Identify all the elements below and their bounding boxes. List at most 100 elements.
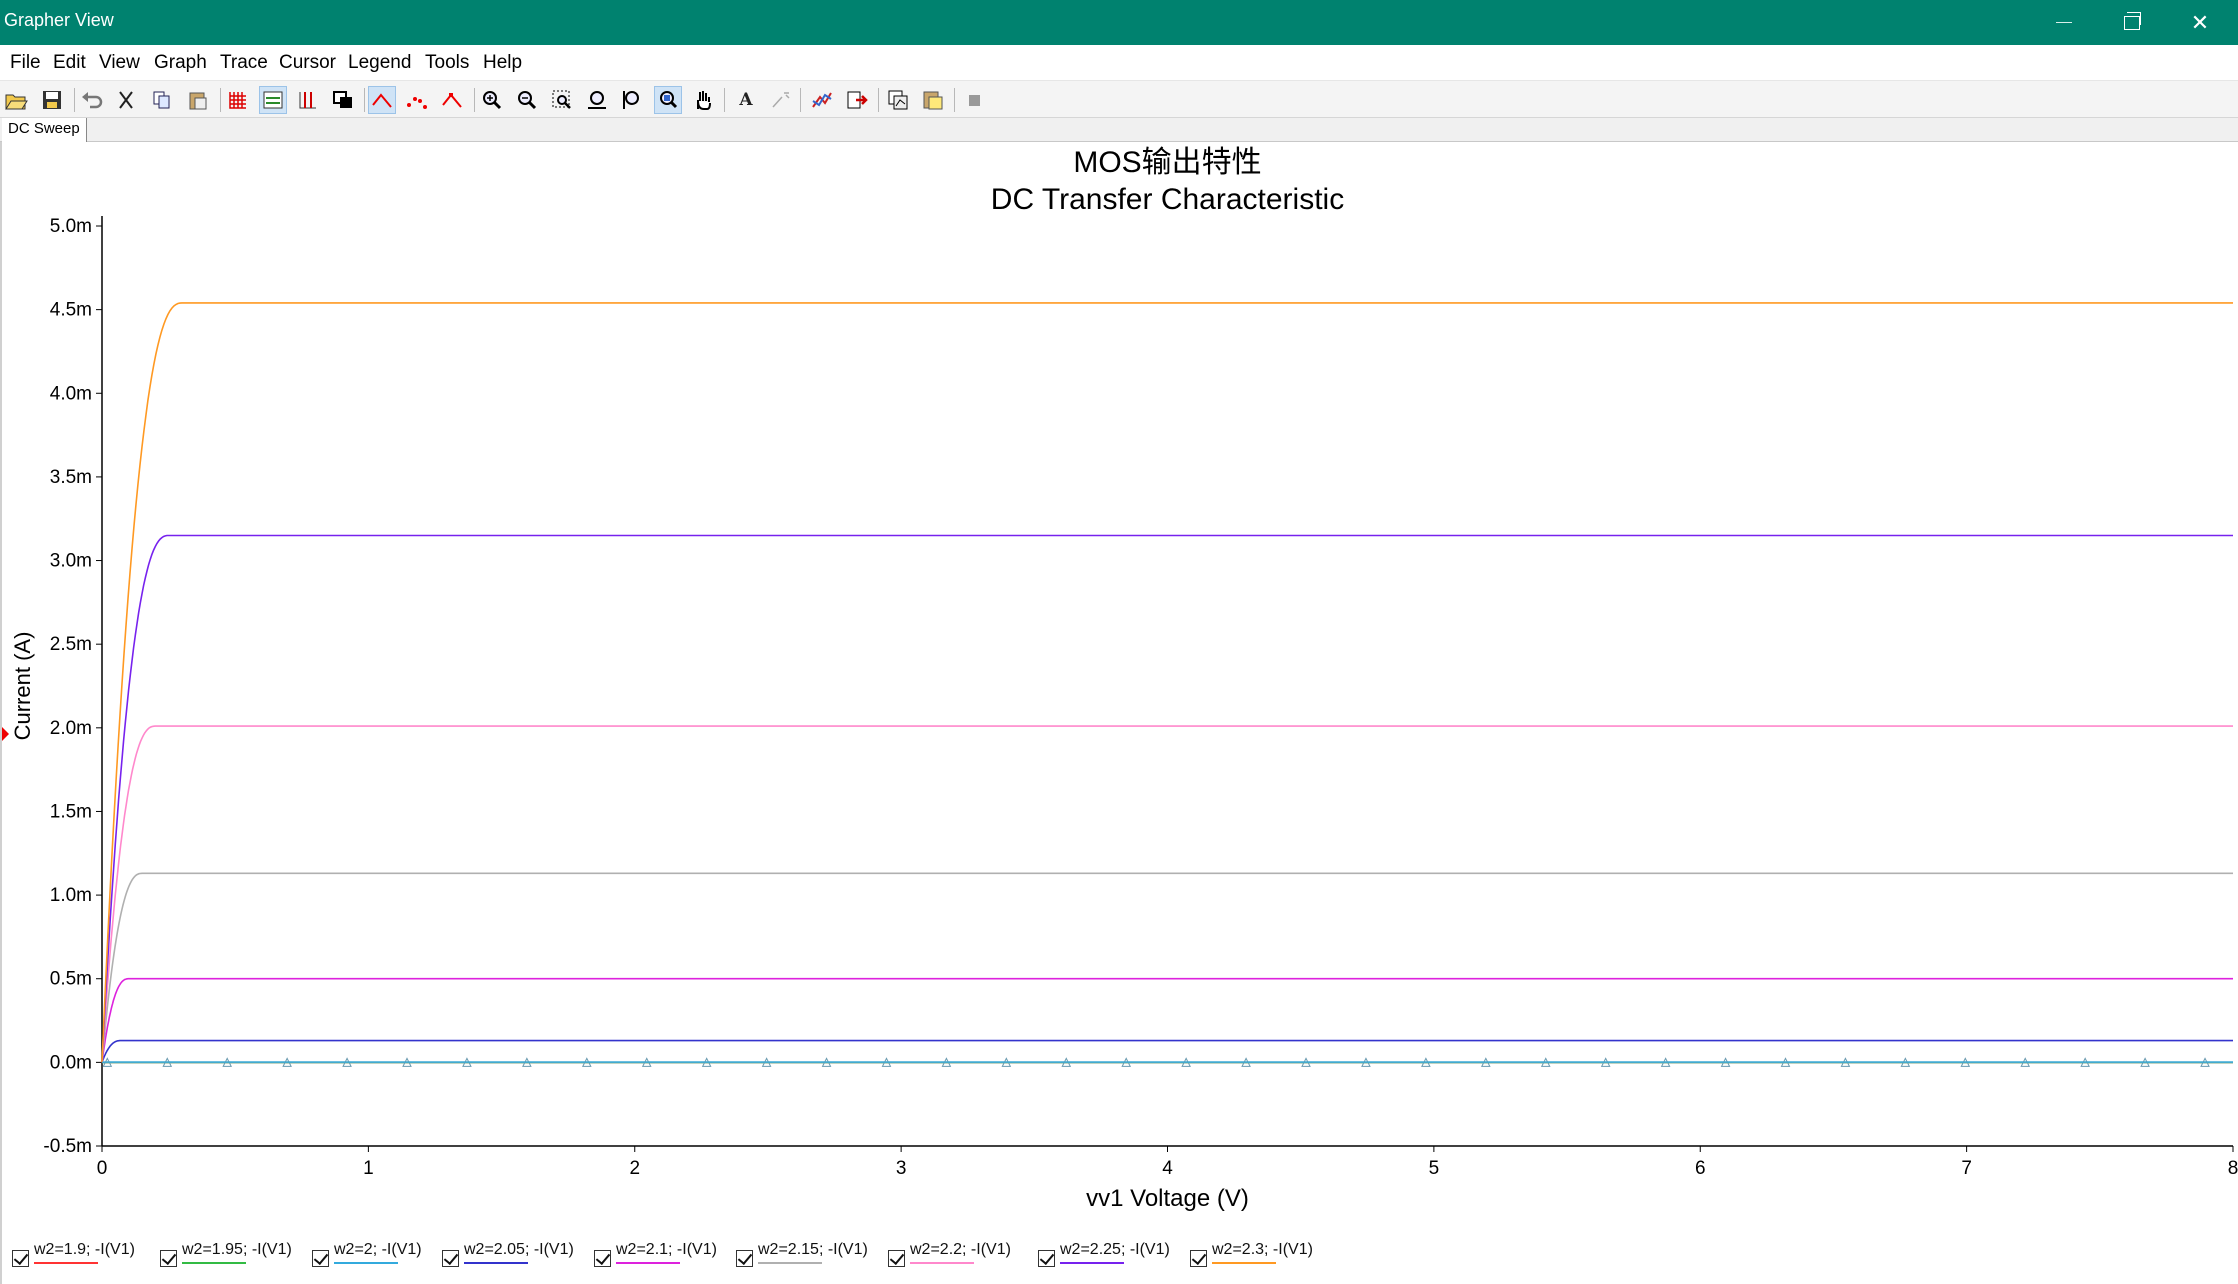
legend-checkbox[interactable] (594, 1250, 611, 1267)
legend-checkbox[interactable] (1038, 1250, 1055, 1267)
pan-icon (692, 89, 714, 111)
y-tick-label: 0.0m (50, 1052, 92, 1073)
minimize-button[interactable] (2030, 0, 2098, 45)
menu-trace[interactable]: Trace (220, 52, 268, 74)
x-tick-label: 5 (1429, 1158, 1440, 1179)
zoom-out-button[interactable] (513, 86, 541, 114)
legend-checkbox[interactable] (442, 1250, 459, 1267)
menu-graph[interactable]: Graph (154, 52, 207, 74)
legend-checkbox[interactable] (736, 1250, 753, 1267)
undo-icon (80, 89, 104, 111)
marker-trace-button[interactable] (438, 86, 466, 114)
zoom-x-button[interactable] (583, 86, 611, 114)
save-button[interactable] (38, 86, 66, 114)
series-line (102, 979, 2233, 1063)
tab-bar: DC Sweep (0, 118, 2238, 142)
reverse-colors-button[interactable] (329, 86, 357, 114)
zoom-y-button[interactable] (618, 86, 646, 114)
x-tick-label: 3 (896, 1158, 907, 1179)
paste-icon (187, 89, 209, 111)
y-tick-label: 1.5m (50, 801, 92, 822)
zoom-full-button[interactable] (654, 86, 682, 114)
legend-label: w2=2.15; -I(V1) (758, 1241, 868, 1259)
window-title: Grapher View (4, 10, 114, 31)
menu-help[interactable]: Help (483, 52, 522, 74)
menu-cursor[interactable]: Cursor (279, 52, 336, 74)
dot-trace-icon (406, 89, 428, 111)
open-button[interactable] (2, 86, 30, 114)
zoom-x-icon (586, 89, 608, 111)
copy-graph-icon (887, 89, 909, 111)
chart-title: MOS输出特性 (1073, 146, 1261, 179)
paste-button[interactable] (184, 86, 212, 114)
menu-edit[interactable]: Edit (53, 52, 86, 74)
pan-button[interactable] (689, 86, 717, 114)
zoom-out-icon (516, 89, 538, 111)
text-button[interactable]: A (732, 86, 760, 114)
label-icon (770, 89, 792, 111)
minimize-icon (2056, 22, 2072, 23)
stop-button[interactable] (960, 86, 988, 114)
dot-trace-button[interactable] (403, 86, 431, 114)
y-tick-label: 5.0m (50, 216, 92, 237)
legend-checkbox[interactable] (312, 1250, 329, 1267)
cursors-icon (297, 89, 319, 111)
export-icon (846, 89, 868, 111)
reverse-colors-icon (332, 89, 354, 111)
copy-button[interactable] (148, 86, 176, 114)
marker-trace-icon (441, 89, 463, 111)
export-button[interactable] (843, 86, 871, 114)
text-icon: A (739, 90, 752, 110)
paste-graph-icon (922, 89, 944, 111)
series-line (102, 536, 2233, 1063)
close-icon: ✕ (2191, 10, 2209, 36)
tab-dc-sweep[interactable]: DC Sweep (2, 118, 87, 142)
legend-label: w2=2.05; -I(V1) (464, 1241, 574, 1259)
copy-graph-button[interactable] (884, 86, 912, 114)
legend-swatch (758, 1262, 822, 1264)
close-button[interactable]: ✕ (2166, 0, 2234, 45)
menu-legend[interactable]: Legend (348, 52, 411, 74)
zoom-in-icon (481, 89, 503, 111)
legend-checkbox[interactable] (160, 1250, 177, 1267)
legend-toggle-icon (262, 89, 284, 111)
restore-button[interactable] (2098, 0, 2166, 45)
x-tick-label: 8 (2228, 1158, 2238, 1179)
zoom-y-icon (621, 89, 643, 111)
legend-swatch (182, 1262, 246, 1264)
y-tick-label: 4.0m (50, 383, 92, 404)
paste-graph-button[interactable] (919, 86, 947, 114)
cursors-button[interactable] (294, 86, 322, 114)
legend-toggle-button[interactable] (259, 86, 287, 114)
menu-file[interactable]: File (10, 52, 41, 74)
line-trace-button[interactable] (368, 86, 396, 114)
undo-button[interactable] (78, 86, 106, 114)
legend-checkbox[interactable] (888, 1250, 905, 1267)
legend-checkbox[interactable] (1190, 1250, 1207, 1267)
cut-button[interactable] (112, 86, 140, 114)
zoom-in-button[interactable] (478, 86, 506, 114)
legend-swatch (34, 1262, 98, 1264)
stop-icon (963, 89, 985, 111)
legend-swatch (616, 1262, 680, 1264)
chart[interactable]: MOS输出特性 DC Transfer Characteristic -0.5m 0.… (2, 142, 2238, 1284)
legend-label: w2=1.95; -I(V1) (182, 1241, 292, 1259)
title-bar: Grapher View ✕ (0, 0, 2238, 45)
toolbar: A (0, 81, 2238, 118)
zoom-area-button[interactable] (548, 86, 576, 114)
label-button[interactable] (767, 86, 795, 114)
copy-icon (151, 89, 173, 111)
legend-checkbox[interactable] (12, 1250, 29, 1267)
legend-label: w2=2.3; -I(V1) (1212, 1241, 1313, 1259)
restore-icon (2124, 16, 2140, 30)
line-trace-icon (371, 89, 393, 111)
menu-view[interactable]: View (99, 52, 140, 74)
menu-tools[interactable]: Tools (425, 52, 469, 74)
chart-subtitle: DC Transfer Characteristic (991, 183, 1344, 216)
zoom-area-icon (551, 89, 573, 111)
legend-label: w2=2; -I(V1) (334, 1241, 422, 1259)
grid-button[interactable] (224, 86, 252, 114)
graph-panel[interactable]: MOS输出特性 DC Transfer Characteristic -0.5m 0.… (0, 142, 2238, 1284)
overlay-traces-button[interactable] (808, 86, 836, 114)
y-tick-label: -0.5m (43, 1136, 92, 1157)
